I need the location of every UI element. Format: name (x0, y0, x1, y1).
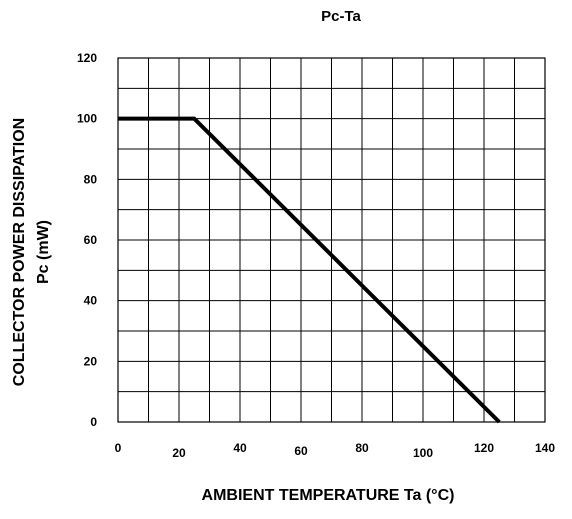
x-tick-label: 140 (535, 441, 555, 455)
x-tick-label: 80 (355, 441, 369, 455)
plot-frame (117, 57, 546, 423)
grid (117, 57, 546, 423)
x-tick-label: 120 (474, 441, 494, 455)
y-tick-label: 100 (77, 112, 97, 126)
x-tick-label: 60 (294, 444, 308, 458)
y-tick-label: 20 (84, 354, 98, 368)
x-tick-label: 100 (413, 446, 433, 460)
y-tick-label: 60 (84, 233, 98, 247)
series-layer (118, 116, 501, 424)
x-tick-labels: 0 20 40 60 80 100 120 140 (115, 441, 556, 460)
y-tick-label: 40 (84, 294, 98, 308)
chart-title: Pc-Ta (321, 8, 361, 25)
y-axis-title-line2: Pc (mW) (35, 220, 52, 284)
y-axis-title-line1: COLLECTOR POWER DISSIPATION (11, 118, 28, 386)
x-axis-title: AMBIENT TEMPERATURE Ta (°C) (202, 487, 455, 504)
y-tick-label: 80 (84, 172, 98, 186)
x-tick-label: 40 (233, 441, 247, 455)
y-tick-labels: 0 20 40 60 80 100 120 (77, 51, 97, 429)
y-tick-label: 120 (77, 51, 97, 65)
x-tick-label: 20 (172, 446, 186, 460)
y-tick-label: 0 (90, 415, 97, 429)
series-line-pc (118, 116, 501, 424)
x-tick-label: 0 (115, 441, 122, 455)
